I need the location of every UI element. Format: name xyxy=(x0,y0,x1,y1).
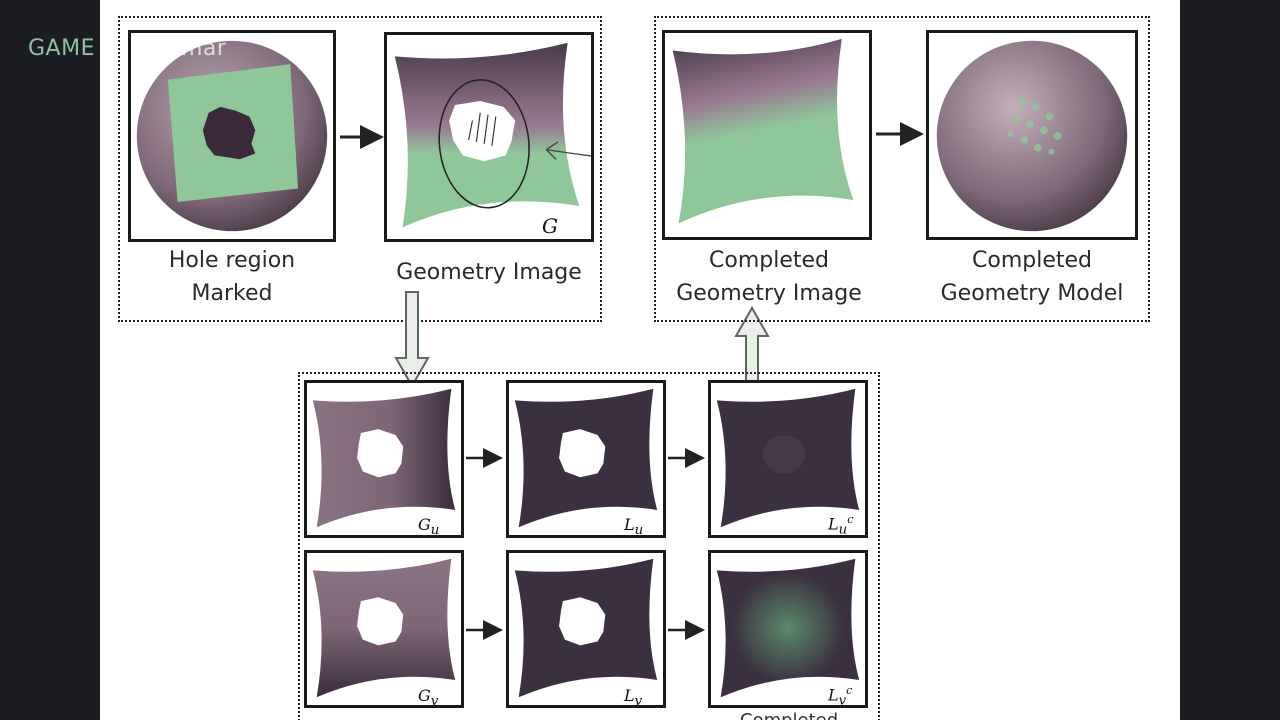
geometry-image-panel xyxy=(384,32,594,242)
lu-label: Lu xyxy=(624,515,644,539)
lu-image xyxy=(514,388,658,528)
completed-sphere-image xyxy=(936,40,1128,232)
lv-label: Lv xyxy=(624,686,643,710)
hole-caption-line2: Marked xyxy=(191,281,273,306)
completed-model-caption: Completed Geometry Model xyxy=(920,244,1144,310)
lvc-label: Lvc xyxy=(828,684,853,709)
completed-geometry-image-panel xyxy=(662,30,872,240)
input-group xyxy=(118,16,602,322)
gu-panel xyxy=(304,380,464,538)
completed-geometry-image xyxy=(672,38,854,224)
geometry-image xyxy=(394,42,591,228)
gu-image xyxy=(312,388,456,528)
completed-model-line2: Geometry Model xyxy=(940,281,1124,306)
lvc-panel xyxy=(708,550,868,708)
lv-panel xyxy=(506,550,666,708)
hole-caption-line1: Hole region xyxy=(168,248,296,273)
completed-image-caption: Completed Geometry Image xyxy=(656,244,882,310)
gv-image xyxy=(312,558,456,698)
gv-panel xyxy=(304,550,464,708)
lv-image xyxy=(514,558,658,698)
luc-panel xyxy=(708,380,868,538)
slide: G Hole region Marked Geometry Image xyxy=(100,0,1180,720)
watermark-suffix: mar xyxy=(180,36,227,61)
watermark-text: GAME xyxy=(28,36,95,61)
lu-panel xyxy=(506,380,666,538)
watermark: GAME mar xyxy=(28,36,226,61)
hole-region-panel xyxy=(128,30,336,242)
lvc-image xyxy=(716,558,860,698)
marked-sphere-image xyxy=(136,40,328,232)
gu-label: Gu xyxy=(418,515,440,539)
completed-image-line1: Completed xyxy=(709,248,829,273)
hole-region-caption: Hole region Marked xyxy=(128,244,336,310)
processing-group xyxy=(298,372,880,720)
gv-label: Gv xyxy=(418,686,439,710)
completed-model-panel xyxy=(926,30,1138,240)
completed-model-line1: Completed xyxy=(972,248,1092,273)
luc-label: Luc xyxy=(828,513,854,538)
cut-off-caption: Completed xyxy=(740,710,838,720)
output-group xyxy=(654,16,1150,322)
geometry-image-caption: Geometry Image xyxy=(396,260,582,285)
completed-image-line2: Geometry Image xyxy=(676,281,862,306)
geometry-symbol: G xyxy=(542,214,558,238)
luc-image xyxy=(716,388,860,528)
